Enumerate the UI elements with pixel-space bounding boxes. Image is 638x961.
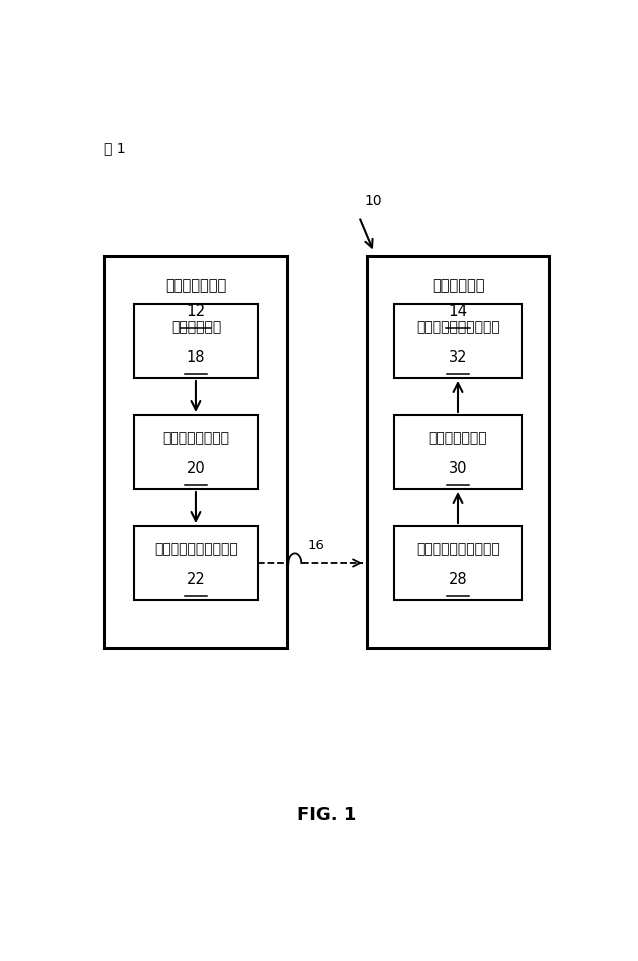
Bar xyxy=(134,304,258,378)
Text: 18: 18 xyxy=(187,350,205,365)
Bar xyxy=(394,415,523,489)
Text: ディスプレイデバイス: ディスプレイデバイス xyxy=(416,321,500,334)
Text: 10: 10 xyxy=(364,194,382,208)
Bar xyxy=(134,415,258,489)
Text: 12: 12 xyxy=(186,304,205,319)
Text: 20: 20 xyxy=(186,460,205,476)
Text: 22: 22 xyxy=(186,572,205,587)
Text: 入力インターフェース: 入力インターフェース xyxy=(416,543,500,556)
Bar xyxy=(394,304,523,378)
Text: FIG. 1: FIG. 1 xyxy=(297,805,357,824)
Text: 32: 32 xyxy=(449,350,467,365)
Text: ソースデバイス: ソースデバイス xyxy=(165,278,226,293)
Text: ビデオデコーダ: ビデオデコーダ xyxy=(429,431,487,446)
Text: ビデオソース: ビデオソース xyxy=(171,321,221,334)
Text: ビデオエンコーダ: ビデオエンコーダ xyxy=(163,431,230,446)
Bar xyxy=(134,526,258,600)
Text: 16: 16 xyxy=(308,539,324,552)
Text: 宛先デバイス: 宛先デバイス xyxy=(432,278,484,293)
Text: 図 1: 図 1 xyxy=(105,141,126,156)
Text: 出力インターフェース: 出力インターフェース xyxy=(154,543,238,556)
Bar xyxy=(394,526,523,600)
Text: 28: 28 xyxy=(449,572,467,587)
Bar xyxy=(366,256,549,648)
Bar xyxy=(105,256,287,648)
Text: 30: 30 xyxy=(449,460,467,476)
Text: 14: 14 xyxy=(449,304,468,319)
